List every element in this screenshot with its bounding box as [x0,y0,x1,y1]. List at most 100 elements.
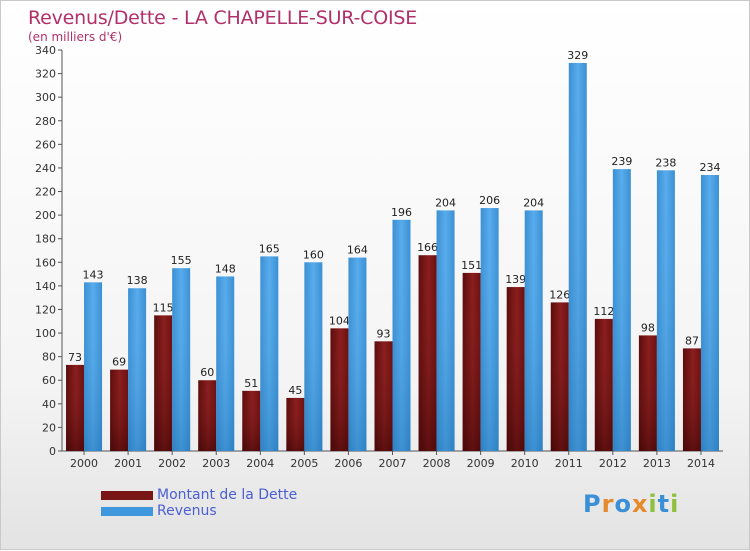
chart-subtitle: (en milliers d'€) [28,30,123,44]
logo-letter: t [657,490,671,518]
y-tick-label: 340 [35,44,56,57]
x-tick-label: 2002 [158,457,186,470]
y-tick-label: 260 [35,138,56,151]
bar-dette-shade [242,390,261,451]
y-tick-label: 180 [35,233,56,246]
data-label: 160 [303,248,324,261]
data-label: 166 [417,241,438,254]
x-tick-label: 2000 [70,457,98,470]
legend-item-revenus: Revenus [101,503,297,519]
data-label: 204 [523,196,544,209]
y-tick-label: 160 [35,256,56,269]
x-tick-label: 2008 [423,457,451,470]
y-tick-label: 120 [35,303,56,316]
data-label: 234 [699,161,720,174]
chart-legend: Montant de la Dette Revenus [101,487,297,519]
bar-revenus-shade [568,62,587,451]
logo-letter: o [614,490,632,518]
x-tick-label: 2006 [334,457,362,470]
bar-revenus-shade [700,175,719,452]
legend-label-revenus: Revenus [157,503,217,519]
data-label: 155 [171,254,192,267]
x-tick-label: 2010 [511,457,539,470]
data-label: 239 [611,155,632,168]
legend-swatch-revenus [101,506,153,516]
bar-revenus-shade [172,268,191,451]
logo-letter: i [670,490,680,518]
bar-dette-shade [198,380,217,451]
y-tick-label: 200 [35,209,56,222]
legend-item-debt: Montant de la Dette [101,487,297,503]
bar-dette-shade [638,335,657,451]
bar-revenus-shade [84,282,103,451]
data-label: 139 [505,273,526,286]
y-tick-label: 300 [35,91,56,104]
bar-revenus-shade [128,288,147,451]
bar-revenus-shade [612,169,631,451]
y-tick-label: 140 [35,280,56,293]
bar-dette-shade [462,272,481,451]
y-tick-label: 40 [42,398,56,411]
data-label: 206 [479,194,500,207]
x-tick-label: 2005 [290,457,318,470]
bar-dette-shade [682,348,701,451]
bar-revenus-shade [260,256,279,451]
bar-revenus-shade [524,210,543,451]
logo-letter: x [631,490,649,518]
x-tick-label: 2001 [114,457,142,470]
y-tick-label: 240 [35,162,56,175]
bar-dette-shade [594,318,613,451]
bar-revenus-shade [216,276,235,451]
y-tick-label: 60 [42,374,56,387]
logo-letter: r [601,490,615,518]
proxiti-logo: Proxiti [583,490,679,518]
data-label: 112 [593,305,614,318]
data-label: 69 [112,356,126,369]
bar-dette-shade [330,328,349,451]
legend-label-debt: Montant de la Dette [157,487,298,503]
x-tick-label: 2014 [687,457,715,470]
logo-letter: i [648,490,658,518]
bar-revenus-shade [436,210,455,451]
data-label: 148 [215,262,236,275]
bar-dette-shade [66,364,85,451]
bar-dette-shade [374,341,393,451]
data-label: 45 [288,384,302,397]
bar-dette-shade [550,302,569,451]
x-tick-label: 2013 [643,457,671,470]
y-tick-label: 320 [35,68,56,81]
data-label: 104 [329,314,350,327]
data-label: 204 [435,196,456,209]
data-label: 164 [347,244,368,257]
data-label: 98 [641,321,655,334]
data-label: 143 [83,268,104,281]
x-tick-label: 2011 [555,457,583,470]
x-tick-label: 2003 [202,457,230,470]
legend-swatch-debt [101,490,153,500]
chart-title: Revenus/Dette - LA CHAPELLE-SUR-COISE [28,7,418,29]
x-tick-label: 2012 [599,457,627,470]
bar-revenus-shade [348,257,367,451]
bar-revenus-shade [656,170,675,452]
data-label: 126 [549,288,570,301]
bar-revenus-shade [304,262,323,451]
y-tick-label: 0 [49,445,56,458]
y-tick-label: 220 [35,186,56,199]
x-tick-label: 2009 [467,457,495,470]
x-tick-label: 2004 [246,457,274,470]
data-label: 93 [377,327,391,340]
logo-letter: P [583,490,602,518]
data-label: 196 [391,206,412,219]
data-label: 87 [685,334,699,347]
bar-dette-shade [286,397,305,451]
data-label: 138 [127,274,148,287]
bar-revenus-shade [392,219,411,451]
data-label: 238 [655,156,676,169]
y-tick-label: 80 [42,351,56,364]
data-label: 60 [200,366,214,379]
bar-dette-shade [110,369,129,451]
bar-dette-shade [154,315,173,451]
bar-revenus-shade [480,208,499,451]
data-label: 151 [461,259,482,272]
